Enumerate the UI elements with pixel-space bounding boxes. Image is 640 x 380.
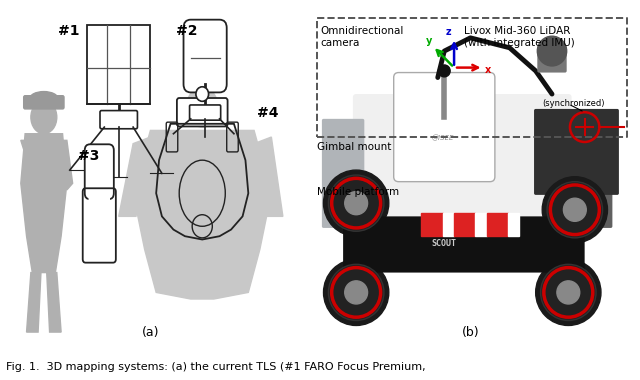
FancyBboxPatch shape xyxy=(24,96,64,109)
Circle shape xyxy=(345,281,367,304)
Bar xyxy=(487,213,508,236)
Text: #4: #4 xyxy=(257,106,278,120)
Polygon shape xyxy=(133,130,271,299)
Bar xyxy=(508,213,520,236)
Text: Fig. 1.  3D mapping systems: (a) the current TLS (#1 FARO Focus Premium,: Fig. 1. 3D mapping systems: (a) the curr… xyxy=(6,363,426,372)
Text: #2: #2 xyxy=(177,24,198,38)
Text: Mobile platform: Mobile platform xyxy=(317,187,399,196)
Circle shape xyxy=(536,260,601,325)
FancyBboxPatch shape xyxy=(177,98,228,127)
Ellipse shape xyxy=(31,101,57,134)
Text: (a): (a) xyxy=(141,326,159,339)
Text: SCOUT: SCOUT xyxy=(431,239,456,248)
FancyBboxPatch shape xyxy=(534,109,619,195)
FancyBboxPatch shape xyxy=(84,144,114,199)
Polygon shape xyxy=(119,137,150,216)
FancyBboxPatch shape xyxy=(189,105,221,120)
Text: (synchronized): (synchronized) xyxy=(542,100,605,108)
Circle shape xyxy=(438,65,450,77)
Polygon shape xyxy=(47,272,61,332)
Polygon shape xyxy=(254,137,283,216)
Text: Omnidirectional
camera: Omnidirectional camera xyxy=(320,26,404,48)
Text: y: y xyxy=(426,36,433,46)
Circle shape xyxy=(563,198,586,221)
Text: Livox Mid-360 LiDAR
(with integrated IMU): Livox Mid-360 LiDAR (with integrated IMU… xyxy=(464,26,575,48)
FancyBboxPatch shape xyxy=(87,25,150,104)
Bar xyxy=(476,213,487,236)
FancyBboxPatch shape xyxy=(353,94,572,239)
Text: Gimbal mount: Gimbal mount xyxy=(317,142,392,152)
Polygon shape xyxy=(27,272,41,332)
Circle shape xyxy=(323,170,388,236)
Bar xyxy=(454,213,476,236)
FancyBboxPatch shape xyxy=(184,20,227,92)
Text: (b): (b) xyxy=(461,326,479,339)
Circle shape xyxy=(541,264,596,320)
FancyBboxPatch shape xyxy=(538,46,566,73)
FancyBboxPatch shape xyxy=(88,195,110,256)
Circle shape xyxy=(196,87,209,101)
Text: #1: #1 xyxy=(58,24,80,38)
Text: #3: #3 xyxy=(79,149,100,163)
Text: z: z xyxy=(446,27,452,36)
Circle shape xyxy=(538,36,566,66)
FancyBboxPatch shape xyxy=(322,119,364,228)
FancyBboxPatch shape xyxy=(100,111,138,129)
FancyBboxPatch shape xyxy=(560,119,612,228)
FancyBboxPatch shape xyxy=(343,216,585,272)
Polygon shape xyxy=(21,140,44,200)
Circle shape xyxy=(323,260,388,325)
Text: x: x xyxy=(485,65,492,74)
Circle shape xyxy=(328,264,384,320)
Circle shape xyxy=(345,192,367,215)
Circle shape xyxy=(542,177,607,243)
Circle shape xyxy=(547,182,603,238)
Bar xyxy=(422,213,443,236)
Ellipse shape xyxy=(186,87,218,127)
Polygon shape xyxy=(21,134,67,272)
Ellipse shape xyxy=(29,92,58,106)
Text: @ISEE: @ISEE xyxy=(431,135,454,141)
Circle shape xyxy=(328,175,384,231)
Polygon shape xyxy=(63,140,73,190)
Bar xyxy=(443,213,454,236)
FancyBboxPatch shape xyxy=(394,73,495,182)
Circle shape xyxy=(557,281,580,304)
